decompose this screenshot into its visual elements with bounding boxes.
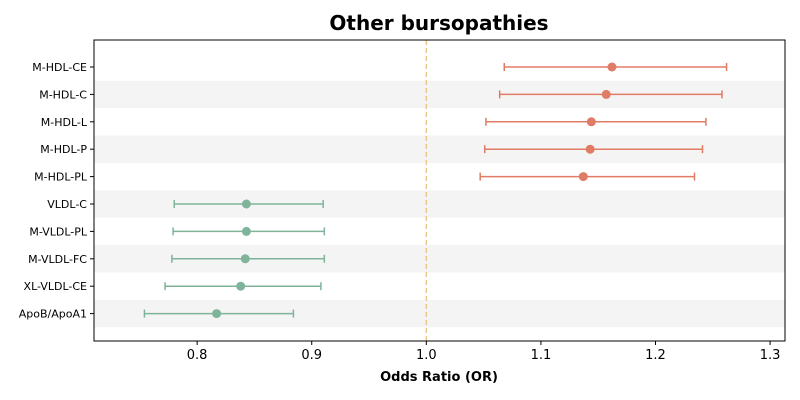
x-tick-label: 0.9 xyxy=(301,348,322,363)
plot-area: M-HDL-CE M-HDL-C M-HDL-L M-HDL-P M-HDL-PL VLD… xyxy=(19,39,786,363)
x-tick-label: 1.3 xyxy=(760,348,781,363)
x-tick-label: 1.2 xyxy=(645,348,666,363)
y-tick-label: M-HDL-P xyxy=(40,143,87,156)
plot-frame xyxy=(93,39,786,342)
y-tick-label: M-HDL-L xyxy=(41,116,88,129)
y-tick-label: M-VLDL-FC xyxy=(28,253,87,266)
x-tick-label: 0.8 xyxy=(187,348,208,363)
x-tick-label: 1.1 xyxy=(531,348,552,363)
or-point xyxy=(240,254,250,264)
or-point xyxy=(241,226,251,236)
x-tick-label: 1.0 xyxy=(416,348,437,363)
y-tick-label: M-HDL-PL xyxy=(34,171,88,184)
or-point xyxy=(601,89,611,99)
or-point xyxy=(586,117,596,127)
y-tick-label: VLDL-C xyxy=(47,198,87,211)
x-axis-label: Odds Ratio (OR) xyxy=(380,370,498,385)
or-point xyxy=(241,199,251,209)
y-tick-label: M-HDL-CE xyxy=(32,61,87,74)
y-tick-label: M-HDL-C xyxy=(39,88,87,101)
chart-title: Other bursopathies xyxy=(329,11,548,35)
or-point xyxy=(578,172,588,182)
or-point xyxy=(585,144,595,154)
or-point xyxy=(607,62,617,72)
or-point xyxy=(236,281,246,291)
or-point xyxy=(212,309,222,319)
y-tick-label: M-VLDL-PL xyxy=(29,225,87,238)
y-tick-label: XL-VLDL-CE xyxy=(24,280,88,293)
y-tick-label: ApoB/ApoA1 xyxy=(19,308,87,321)
